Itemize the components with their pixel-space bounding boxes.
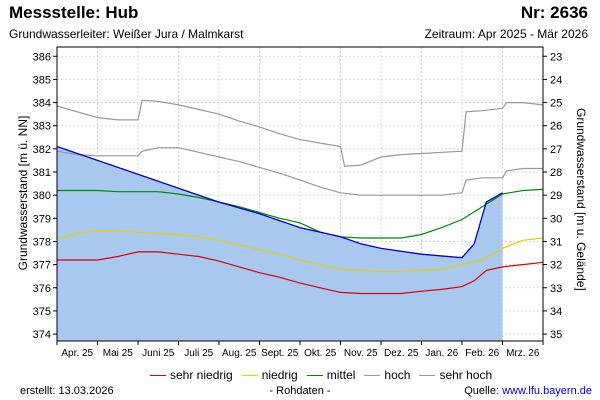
- y2-tick-label: 27: [550, 144, 562, 156]
- x-tick-label: Apr. 25: [61, 348, 93, 359]
- y-axis-right-title: Grundwasserstand [m u. Gelände]: [574, 108, 588, 291]
- source-label: Quelle:: [464, 385, 503, 397]
- legend-label: hoch: [384, 368, 411, 382]
- legend-label: mittel: [326, 368, 356, 382]
- y-tick-label: 380: [33, 190, 51, 202]
- y-tick-label: 382: [33, 144, 51, 156]
- legend-item-niedrig: niedrig: [241, 368, 298, 382]
- x-tick-label: Jan. 26: [425, 348, 458, 359]
- y-tick-label: 383: [33, 121, 51, 133]
- legend-swatch-mittel: [306, 374, 323, 376]
- y-tick-label: 377: [33, 260, 51, 272]
- x-tick-label: Okt. 25: [304, 348, 337, 359]
- y-tick-label: 386: [33, 51, 51, 63]
- legend-item-hoch: hoch: [364, 368, 410, 382]
- y-tick-label: 375: [33, 306, 51, 318]
- created-date: erstellt: 13.03.2026: [20, 385, 114, 397]
- y2-tick-label: 35: [550, 329, 562, 341]
- raw-data-note: - Rohdaten -: [269, 385, 331, 397]
- series-line-niedrig: [56, 230, 544, 273]
- y2-tick-label: 23: [550, 51, 562, 63]
- y2-tick-label: 29: [550, 190, 562, 202]
- y-tick-label: 374: [33, 329, 51, 341]
- legend: sehr niedrig niedrig mittel hoch sehr ho…: [150, 368, 501, 382]
- legend-label: niedrig: [261, 368, 298, 382]
- legend-item-sehr-niedrig: sehr niedrig: [150, 368, 233, 382]
- series-line-sehr-hoch: [56, 99, 544, 167]
- source-credit: Quelle: www.lfu.bayern.de: [464, 385, 592, 397]
- y-tick-label: 376: [33, 283, 51, 295]
- measured-area: [57, 146, 503, 341]
- y-tick-label: 378: [33, 236, 51, 248]
- series-area-rohdaten: [57, 146, 503, 341]
- x-axis: Apr. 25 Mai 25 Juni 25 Juli 25 Aug. 25 Sept. …: [56, 341, 544, 359]
- x-tick-label: Nov. 25: [344, 348, 378, 359]
- y2-tick-label: 31: [550, 236, 562, 248]
- y2-tick-label: 30: [550, 213, 562, 225]
- legend-swatch-hoch: [364, 374, 381, 376]
- y2-tick-label: 25: [550, 98, 562, 110]
- x-tick-label: Mrz. 26: [506, 348, 540, 359]
- legend-item-sehr-hoch: sehr hoch: [419, 368, 492, 382]
- legend-label: sehr hoch: [439, 368, 493, 382]
- x-tick-label: Mai 25: [103, 348, 133, 359]
- chart-title: Messstelle: Hub: [9, 3, 139, 22]
- y2-tick-label: 24: [550, 74, 562, 86]
- source-link[interactable]: www.lfu.bayern.de: [502, 385, 592, 397]
- x-tick-label: Juli 25: [184, 348, 213, 359]
- y-tick-label: 385: [33, 74, 51, 86]
- x-tick-label: Sept. 25: [261, 348, 299, 359]
- series-line-mittel: [57, 188, 544, 239]
- series-line-hoch: [56, 147, 543, 196]
- y-tick-label: 384: [33, 98, 51, 110]
- y2-tick-label: 32: [550, 260, 562, 272]
- series-line-rohdaten: [56, 145, 503, 259]
- y-tick-label: 379: [33, 213, 51, 225]
- period-label: Zeitraum: Apr 2025 - Mär 2026: [424, 27, 588, 41]
- legend-swatch-sehr-hoch: [419, 374, 436, 376]
- y-tick-label: 381: [33, 167, 51, 179]
- x-tick-label: Feb. 26: [465, 348, 499, 359]
- y2-tick-label: 34: [550, 306, 562, 318]
- legend-swatch-sehr-niedrig: [150, 374, 166, 376]
- x-tick-label: Dez. 25: [384, 348, 419, 359]
- aquifer-label: Grundwasserleiter: Weißer Jura / Malmkar…: [9, 27, 244, 41]
- x-tick-label: Juni 25: [142, 348, 175, 359]
- station-number: Nr: 2636: [520, 3, 588, 22]
- legend-swatch-niedrig: [241, 374, 258, 376]
- legend-label: sehr niedrig: [170, 368, 233, 382]
- y-axis-right: 23 24 25 26 27 28 29 30 31 32 33 34 35: [543, 51, 562, 341]
- y2-tick-label: 26: [550, 121, 562, 133]
- x-tick-label: Aug. 25: [222, 348, 257, 359]
- y-axis-left-title: Grundwasserstand [m ü. NN]: [16, 115, 30, 271]
- series-lines: [56, 99, 544, 295]
- series-line-sehr-niedrig: [57, 251, 544, 295]
- legend-item-mittel: mittel: [306, 368, 356, 382]
- y2-tick-label: 28: [550, 167, 562, 179]
- y2-tick-label: 33: [550, 283, 562, 295]
- y-axis-left: 374 375 376 377 378 379 380 381 382 383 384 385 386: [33, 51, 57, 341]
